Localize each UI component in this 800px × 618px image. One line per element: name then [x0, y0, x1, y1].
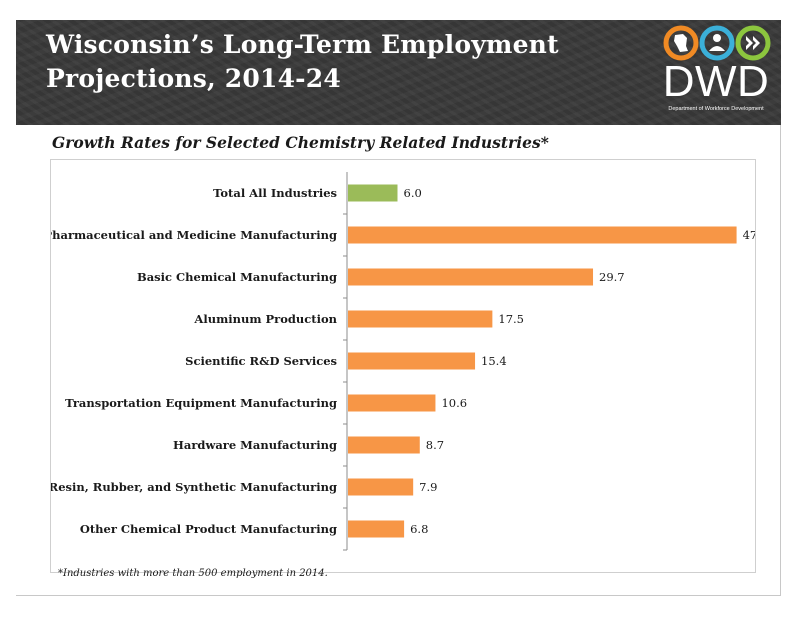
data-label: 6.8 [410, 522, 428, 536]
data-label: 47.1 [743, 228, 755, 242]
bar [348, 226, 737, 244]
category-label: Other Chemical Product Manufacturing [80, 522, 337, 536]
chart-title: Growth Rates for Selected Chemistry Rela… [52, 133, 549, 152]
bar [348, 520, 405, 538]
data-label: 15.4 [481, 354, 507, 368]
bar [348, 184, 398, 202]
bar [348, 436, 420, 454]
category-label: Aluminum Production [193, 312, 337, 326]
header-banner: Wisconsin’s Long-Term Employment Project… [16, 20, 781, 125]
category-label: Basic Chemical Manufacturing [137, 270, 337, 284]
page-title-line-2: Projections, 2014-24 [46, 64, 341, 93]
category-label: Transportation Equipment Manufacturing [65, 396, 337, 410]
category-label: Scientific R&D Services [185, 354, 337, 368]
logo-text: DWD [662, 57, 770, 106]
data-label: 6.0 [404, 186, 422, 200]
category-label: Hardware Manufacturing [173, 438, 337, 452]
category-label: Total All Industries [213, 186, 337, 200]
bar [348, 310, 493, 328]
bar [348, 352, 476, 370]
bar [348, 394, 436, 412]
data-label: 8.7 [426, 438, 444, 452]
page-title: Wisconsin’s Long-Term Employment Project… [46, 28, 606, 96]
slide: Wisconsin’s Long-Term Employment Project… [16, 20, 781, 596]
bar [348, 268, 594, 286]
chart-area: Total All Industries 6.0 Pharmaceutical an… [50, 159, 756, 573]
data-label: 29.7 [599, 270, 625, 284]
dwd-logo: DWD Department of Workforce Development [661, 24, 771, 122]
logo-circles [663, 25, 771, 61]
footnote: *Industries with more than 500 employmen… [58, 568, 328, 579]
bar [348, 478, 414, 496]
person-icon [699, 25, 735, 61]
category-label: Resin, Rubber, and Synthetic Manufacturi… [51, 480, 337, 494]
logo-subtitle: Department of Workforce Development [668, 106, 764, 112]
page-title-line-1: Wisconsin’s Long-Term Employment [46, 30, 559, 59]
data-label: 10.6 [441, 396, 467, 410]
data-label: 17.5 [498, 312, 524, 326]
data-label: 7.9 [419, 480, 437, 494]
category-label: Pharmaceutical and Medicine Manufacturin… [51, 228, 337, 242]
forward-arrows-icon [735, 25, 771, 61]
wisconsin-state-icon [663, 25, 699, 61]
bar-chart: Total All Industries 6.0 Pharmaceutical an… [51, 172, 755, 551]
